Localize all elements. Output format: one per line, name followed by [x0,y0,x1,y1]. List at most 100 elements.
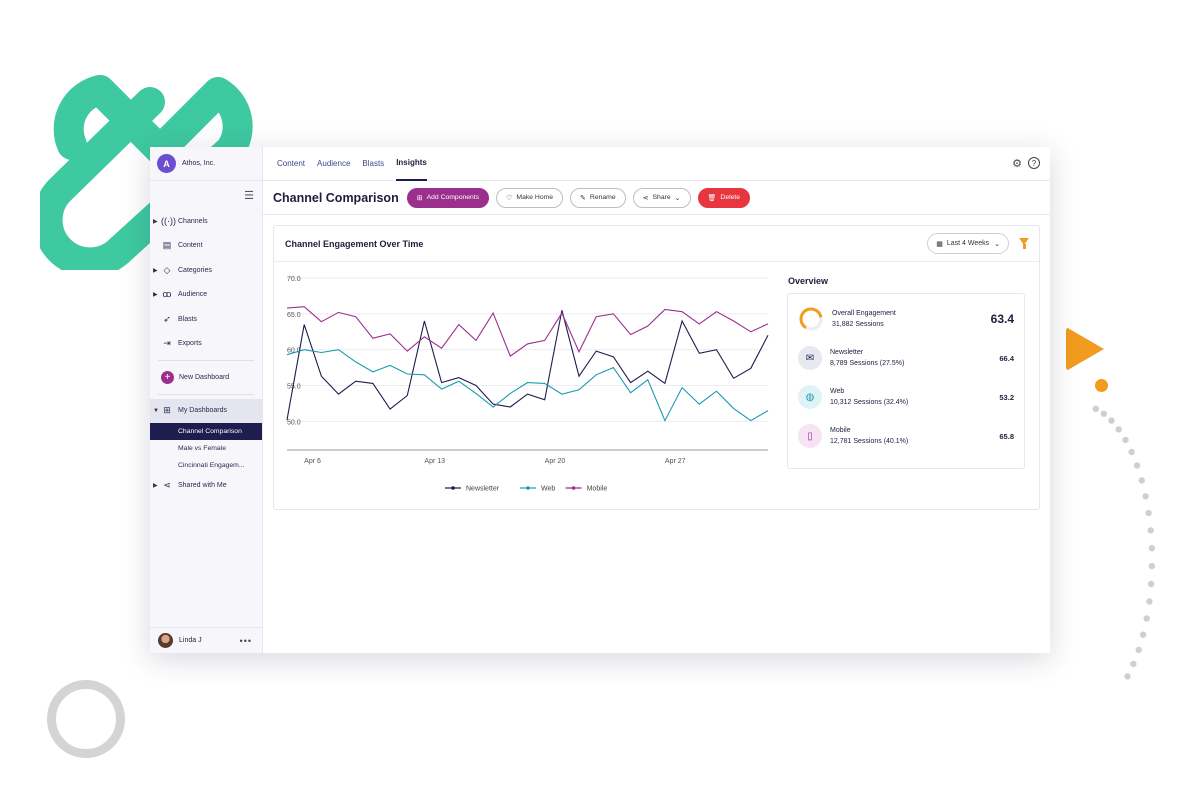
decorative-dot [1130,660,1137,668]
dashboard-link-cincinnati[interactable]: Cincinnati Engagem... [178,461,245,469]
people-icon: ꝏ [162,289,172,300]
x-tick-label: Apr 13 [424,458,445,465]
plus-icon: + [161,370,174,384]
decorative-dot [1148,545,1155,552]
user-name: Linda J [179,637,202,644]
y-tick-label: 60.0 [287,348,301,355]
tab-content[interactable]: Content [277,159,306,168]
decorative-dot [1142,493,1149,500]
sidebar-item-categories[interactable]: ▶ ◇ Categories [150,258,262,283]
trash-icon: 🗑 [707,194,717,202]
menu-icon[interactable]: ☰ [244,190,254,202]
channel-value: 65.8 [999,431,1014,441]
main-content: Content Audience Blasts Insights ⚙ ? Cha… [263,147,1050,653]
sidebar-item-label: My Dashboards [178,407,228,414]
overview-newsletter-row: ✉ Newsletter 8,789 Sessions (27.5%) 66.4 [798,342,1018,374]
globe-icon: ◍ [798,385,822,409]
card-title: Channel Engagement Over Time [285,238,424,249]
decorative-dot [1135,646,1142,654]
x-tick-label: Apr 6 [304,458,321,465]
channel-sessions: 10,312 Sessions (32.4%) [830,399,909,406]
more-icon[interactable]: ••• [239,635,252,646]
sidebar-item-audience[interactable]: ▶ ꝏ Audience [150,283,262,308]
tab-audience[interactable]: Audience [317,159,351,168]
user-menu[interactable]: Linda J ••• [150,627,262,653]
card-header: Channel Engagement Over Time ▦ Last 4 We… [274,226,1039,262]
overview-mobile-row: ▯ Mobile 12,781 Sessions (40.1%) 65.8 [798,420,1018,452]
avatar [158,633,173,648]
dashboard-link-male-vs-female[interactable]: Male vs Female [178,444,226,452]
channel-label: Web [830,388,845,395]
decorative-dot [1148,562,1156,570]
chevron-right-icon: ▶ [153,218,158,225]
overall-sessions: 31,882 Sessions [832,321,884,328]
pencil-icon: ✎ [580,194,586,202]
decorative-dot [1115,426,1122,433]
date-range-dropdown[interactable]: ▦ Last 4 Weeks ⌄ [927,233,1009,254]
sidebar-item-my-dashboards[interactable]: ▼ ⊞ My Dashboards [150,398,262,423]
sidebar-item-label: Exports [178,340,202,348]
decorative-ring [47,680,125,758]
line-chart: 70.0 65.0 60.0 55.0 50.0 Apr 6 Apr 13 Apr 20 Apr… [286,276,769,493]
sidebar-item-label: Shared with Me [178,482,227,490]
plus-square-icon: ⊞ [416,194,423,202]
filter-icon[interactable] [1019,238,1029,249]
sidebar-item-shared[interactable]: ▶ ⋖ Shared with Me [150,474,262,499]
dashboard-toolbar: Channel Comparison ⊞ Add Components ♡ Ma… [263,181,1050,215]
sidebar-item-content[interactable]: ▤ Content [150,234,262,259]
button-label: Delete [720,194,741,201]
top-navigation: Content Audience Blasts Insights ⚙ ? [263,147,1050,181]
brand-logo-shape [40,75,253,270]
divider [158,393,254,395]
sidebar-item-blasts[interactable]: ➶ Blasts [150,307,262,332]
y-tick-label: 55.0 [287,384,301,391]
channel-value: 53.2 [999,392,1014,402]
decorative-dot [1108,417,1115,424]
sidebar-item-channels[interactable]: ▶ ((·)) Channels [150,209,262,234]
sidebar-item-label: Content [178,242,203,250]
button-label: Add Components [426,194,480,201]
org-switcher[interactable]: A Athos, Inc. [150,147,262,181]
sidebar-item-exports[interactable]: ⇥ Exports [150,332,262,357]
add-components-button[interactable]: ⊞ Add Components [406,187,490,208]
sidebar-item-label: Channels [178,217,208,225]
decorative-dot [1100,410,1107,417]
channel-sessions: 12,781 Sessions (40.1%) [830,438,909,445]
org-name: Athos, Inc. [182,160,216,167]
new-dashboard-button[interactable]: + New Dashboard [150,365,262,390]
y-tick-label: 65.0 [287,312,301,319]
button-label: Share [652,194,671,201]
help-icon[interactable]: ? [1028,157,1040,169]
decorative-dot [1122,436,1129,444]
broadcast-icon: ((·)) [161,216,176,227]
make-home-button[interactable]: ♡ Make Home [496,187,564,208]
share-button[interactable]: ⋖ Share ⌄ [632,187,691,208]
tab-blasts[interactable]: Blasts [362,159,385,168]
overview-title: Overview [788,276,829,286]
decorative-dot [1146,598,1153,605]
tab-insights[interactable]: Insights [396,147,427,181]
dashboard-link-channel-comparison[interactable]: Channel Comparison [150,422,262,440]
document-icon: ▤ [162,240,172,251]
sidebar-item-label: Audience [178,291,208,299]
delete-button[interactable]: 🗑 Delete [697,187,751,208]
newsletter-icon: ✉ [798,346,822,370]
rename-button[interactable]: ✎ Rename [570,187,626,208]
tag-icon: ◇ [163,264,171,275]
decorative-dot [1095,379,1108,392]
overview-overall-row: Overall Engagement 31,882 Sessions 63.4 [798,303,1018,335]
decorative-dot [1128,448,1135,456]
date-range-label: Last 4 Weeks [946,240,990,247]
calendar-icon: ▦ [936,240,943,248]
chevron-right-icon: ▶ [153,483,158,490]
decorative-dotted-path [1092,405,1156,680]
decorative-dot [1147,527,1154,534]
page-title: Channel Comparison [273,190,399,205]
decorative-dot [1143,615,1150,622]
rocket-icon: ➶ [163,313,171,324]
overall-value: 63.4 [990,312,1014,326]
divider [158,360,254,361]
gear-icon[interactable]: ⚙ [1012,158,1022,170]
channel-sessions: 8,789 Sessions (27.5%) [830,360,905,367]
chevron-down-icon: ⌄ [674,194,681,202]
